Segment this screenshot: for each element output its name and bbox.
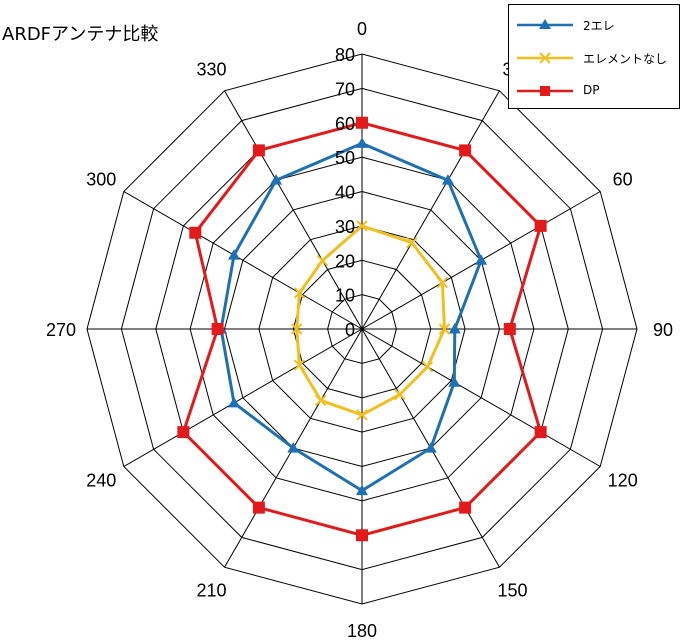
grid-spoke-240 [123, 328, 363, 467]
series-2-point-30 [459, 144, 472, 157]
series-0-point-30 [441, 174, 454, 185]
series-0-point-60 [475, 254, 488, 265]
series-2-point-180 [356, 529, 368, 542]
series-1-point-180 [356, 409, 368, 421]
radial-tick-label-30: 30 [335, 217, 355, 237]
series-0-point-300 [227, 249, 240, 260]
series-1-point-300 [293, 287, 306, 299]
series-2-point-60 [534, 219, 547, 232]
series-1-point-210 [315, 394, 327, 407]
series-0-point-90 [448, 323, 461, 334]
radial-tick-label-50: 50 [335, 148, 355, 168]
angle-label-330: 330 [196, 59, 226, 79]
series-1-point-120 [421, 361, 434, 373]
radial-tick-label-20: 20 [335, 251, 355, 271]
radial-tick-label-0: 0 [345, 320, 355, 340]
grid-spoke-330 [224, 90, 363, 330]
series-0-point-210 [287, 442, 300, 453]
angle-label-240: 240 [86, 471, 116, 491]
radar-grid [86, 53, 638, 605]
series-1-point-0 [356, 220, 368, 232]
legend-swatch-2ele [517, 19, 573, 29]
angle-label-300: 300 [86, 170, 116, 190]
series-0-point-240 [227, 396, 240, 408]
legend-label-dp: DP [583, 83, 600, 97]
grid-spoke-300 [123, 191, 363, 330]
series-2-point-330 [252, 144, 265, 157]
angle-label-60: 60 [613, 170, 633, 190]
legend-item-dp: DP [515, 81, 675, 101]
series-0-point-120 [448, 376, 461, 387]
radar-labels: 0102030405060708003060901201501802102402… [46, 19, 673, 640]
legend-item-no-element: エレメントなし [515, 48, 675, 68]
legend-label-2ele: 2エレ [583, 19, 615, 33]
series-2-point-90 [503, 323, 516, 335]
radial-tick-label-10: 10 [335, 286, 355, 306]
series-2-point-150 [459, 501, 472, 514]
grid-spoke-30 [361, 90, 500, 330]
series-1-point-150 [394, 388, 406, 401]
angle-label-180: 180 [347, 621, 377, 640]
series-0-point-180 [356, 484, 368, 496]
series-1-point-270 [290, 323, 303, 335]
angle-label-150: 150 [497, 581, 527, 601]
radial-tick-label-60: 60 [335, 114, 355, 134]
series-0-point-150 [424, 442, 437, 453]
legend-label-no-element: エレメントなし [583, 52, 668, 66]
series-2-point-0 [356, 116, 368, 129]
angle-label-210: 210 [196, 581, 226, 601]
series-1-point-60 [436, 276, 449, 289]
series-0-point-0 [356, 137, 368, 148]
series-2-point-120 [534, 426, 547, 439]
radial-tick-label-70: 70 [335, 79, 355, 99]
legend-item-2ele: 2エレ [515, 15, 675, 35]
angle-label-0: 0 [357, 19, 367, 39]
angle-label-90: 90 [653, 320, 673, 340]
radar-series [177, 116, 547, 542]
series-2-point-210 [252, 501, 265, 514]
legend: 2エレ エレメントなし DP [508, 4, 680, 109]
series-2-point-240 [177, 426, 190, 439]
series-2-point-270 [211, 323, 224, 335]
legend-swatch-no-element [517, 52, 573, 64]
chart-title: ARDFアンテナ比較 [2, 24, 159, 45]
angle-label-120: 120 [608, 471, 638, 491]
grid-spoke-120 [361, 328, 601, 467]
series-1-point-30 [406, 236, 418, 249]
series-2-point-300 [189, 226, 202, 239]
series-1-point-330 [316, 254, 329, 267]
radial-tick-label-40: 40 [335, 183, 355, 203]
radial-tick-label-80: 80 [335, 45, 355, 65]
angle-label-270: 270 [46, 320, 76, 340]
series-1-point-240 [293, 359, 306, 371]
series-0-point-330 [270, 174, 283, 185]
series-1-point-90 [438, 323, 451, 335]
legend-swatch-dp [517, 86, 573, 96]
